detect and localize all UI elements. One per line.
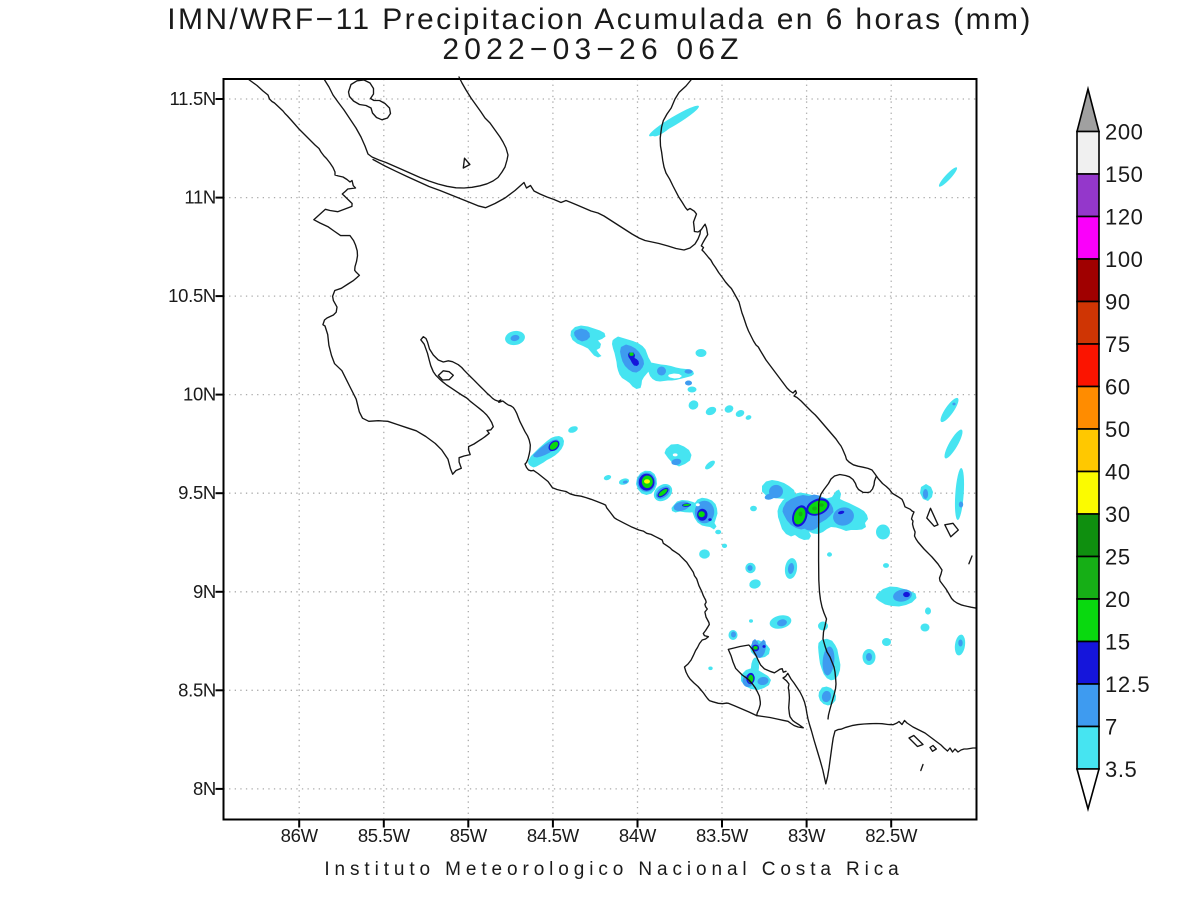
svg-text:15: 15 <box>1105 630 1131 655</box>
svg-text:60: 60 <box>1105 375 1131 400</box>
svg-text:30: 30 <box>1105 502 1131 527</box>
svg-text:8N: 8N <box>193 778 216 799</box>
svg-text:150: 150 <box>1105 162 1144 187</box>
svg-text:100: 100 <box>1105 247 1144 272</box>
svg-text:75: 75 <box>1105 332 1131 357</box>
svg-text:9.5N: 9.5N <box>178 482 216 503</box>
svg-text:82.5W: 82.5W <box>865 825 918 846</box>
svg-text:40: 40 <box>1105 460 1131 485</box>
svg-text:85W: 85W <box>450 825 488 846</box>
svg-text:11N: 11N <box>184 187 216 208</box>
svg-text:85.5W: 85.5W <box>358 825 411 846</box>
svg-text:83.5W: 83.5W <box>696 825 749 846</box>
svg-text:84W: 84W <box>619 825 657 846</box>
svg-text:Instituto Meteorologico Nacion: Instituto Meteorologico Nacional Costa R… <box>324 859 903 880</box>
svg-text:9N: 9N <box>193 581 216 602</box>
svg-text:11.5N: 11.5N <box>170 88 217 109</box>
svg-text:84.5W: 84.5W <box>527 825 580 846</box>
svg-text:7: 7 <box>1105 715 1118 740</box>
svg-text:20: 20 <box>1105 587 1131 612</box>
svg-text:3.5: 3.5 <box>1105 757 1137 782</box>
svg-text:25: 25 <box>1105 545 1131 570</box>
svg-text:IMN/WRF−11 Precipitacion Acumu: IMN/WRF−11 Precipitacion Acumulada en 6 … <box>167 3 1033 36</box>
svg-text:8.5N: 8.5N <box>178 679 216 700</box>
svg-text:200: 200 <box>1105 120 1144 145</box>
svg-text:10.5N: 10.5N <box>168 285 216 306</box>
svg-text:86W: 86W <box>281 825 319 846</box>
svg-text:120: 120 <box>1105 205 1144 230</box>
svg-text:50: 50 <box>1105 417 1131 442</box>
svg-text:83W: 83W <box>788 825 826 846</box>
svg-text:10N: 10N <box>183 384 216 405</box>
svg-text:90: 90 <box>1105 290 1131 315</box>
svg-text:12.5: 12.5 <box>1105 672 1150 697</box>
svg-text:2022−03−26 06Z: 2022−03−26 06Z <box>442 33 743 66</box>
